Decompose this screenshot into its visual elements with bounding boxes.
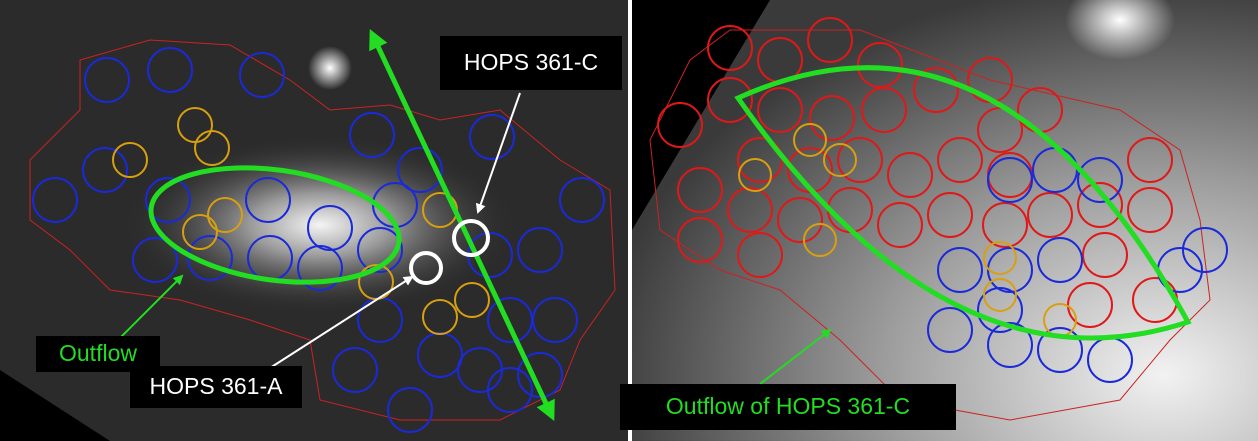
page: HOPS 361-C Outflow HOPS 361-A Outflow of… <box>0 0 1258 441</box>
label: HOPS 361-A <box>150 373 284 399</box>
star <box>308 46 352 90</box>
label: HOPS 361-C <box>464 49 598 75</box>
figure: HOPS 361-C Outflow HOPS 361-A Outflow of… <box>0 0 1258 441</box>
label: Outflow <box>59 340 137 366</box>
label: Outflow of HOPS 361-C <box>666 393 910 419</box>
